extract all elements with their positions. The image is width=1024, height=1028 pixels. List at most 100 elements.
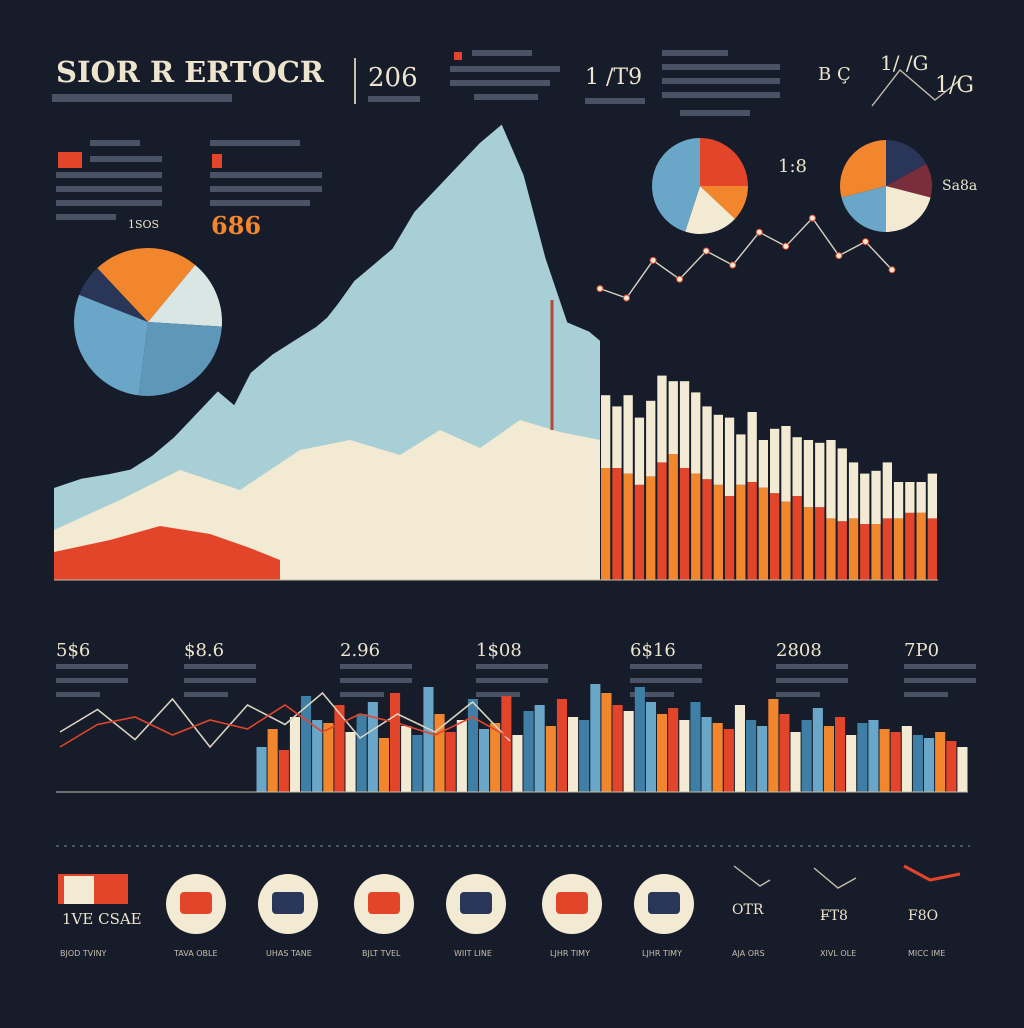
stacked-bar — [871, 524, 881, 580]
big-orange-stat: 686 — [211, 211, 261, 240]
stacked-bar — [927, 518, 937, 580]
lower-bar — [712, 723, 723, 792]
bottom-right-text-3: F8O — [908, 908, 938, 924]
lower-bar — [390, 693, 401, 792]
pie-top-middle-slice — [700, 186, 748, 219]
pie-left-slice — [97, 248, 148, 322]
mid-stats-row: 5$6 $8.6 2.96 1$08 6$16 2808 7P0 — [56, 640, 976, 697]
stacked-bar — [679, 381, 690, 468]
badge-caption: UHAS TANE — [266, 949, 312, 958]
lower-bar — [657, 714, 668, 792]
badge-emblem — [180, 892, 212, 914]
stacked-bar-chart — [601, 375, 937, 580]
lower-bar — [912, 735, 923, 792]
stacked-bar — [848, 462, 859, 519]
left-pie-caption: 1SOS — [128, 218, 159, 231]
stacked-bar — [837, 448, 847, 522]
bottom-right-block-1 — [733, 865, 771, 887]
stacked-bar — [781, 501, 791, 580]
overlay-line-point — [835, 252, 843, 260]
lower-bar — [690, 702, 701, 792]
mid-stat-caption-line — [340, 692, 384, 697]
lower-bar — [579, 720, 590, 792]
lower-bar — [378, 738, 389, 792]
stacked-bar — [871, 470, 881, 524]
mid-stat-caption-line — [56, 692, 100, 697]
mid-stat-caption-line — [340, 664, 412, 669]
lower-bar — [901, 726, 912, 792]
mid-stat-caption-line — [630, 692, 674, 697]
overlay-line-point — [596, 285, 604, 293]
badge-caption: TAVA OBLE — [173, 949, 218, 958]
pie-top-middle — [652, 138, 748, 234]
lower-bar — [734, 705, 745, 792]
lower-bar-chart — [56, 684, 968, 793]
header-stat-1: 206 — [368, 63, 418, 93]
lower-line-path — [59, 704, 511, 748]
lower-bar — [401, 726, 412, 792]
overlay-line-point — [623, 294, 630, 302]
stacked-bar — [657, 375, 667, 463]
mid-stat-caption-line — [476, 692, 520, 697]
stacked-bar — [634, 484, 645, 580]
badge-emblem — [272, 892, 304, 914]
lower-bar — [812, 708, 823, 792]
header-stat-3: B Ç — [818, 64, 851, 85]
lower-bar — [790, 732, 801, 792]
mid-stat-caption-line — [630, 678, 702, 683]
stacked-bar — [623, 395, 633, 474]
stacked-bar — [634, 417, 645, 485]
mid-stat-value: 1$08 — [476, 640, 522, 661]
header-block-3 — [662, 50, 780, 116]
lower-line-chart — [59, 691, 511, 749]
stacked-bar — [668, 381, 678, 454]
mid-stat-value: 6$16 — [630, 640, 676, 661]
overlay-line-point — [755, 228, 763, 236]
stacked-bar — [815, 507, 825, 580]
stacked-bar — [905, 482, 915, 513]
pie-top-right-slice — [886, 163, 932, 198]
stacked-bar — [724, 496, 735, 580]
stacked-bar — [691, 392, 701, 474]
stacked-bar — [893, 518, 904, 580]
mid-stat-caption-line — [904, 678, 976, 683]
stacked-bar — [612, 468, 622, 580]
mid-stat-caption-line — [776, 664, 848, 669]
lower-bar — [289, 717, 300, 792]
overlay-line-point — [862, 238, 869, 246]
bottom-right-caption-3: MICC IME — [908, 949, 945, 958]
badge-emblem — [368, 892, 400, 914]
bottom-logo-text: 1VE CSAE — [62, 910, 142, 928]
stacked-bar — [646, 476, 656, 580]
right-pie-caption: 1:8 — [778, 156, 807, 177]
page-title: SIOR R ERTOCR — [56, 55, 325, 89]
lower-bar — [779, 714, 790, 792]
lower-bar — [935, 732, 946, 792]
badge-emblem — [648, 892, 680, 914]
overlay-line-point — [808, 214, 816, 222]
mid-stat-caption-line — [776, 678, 848, 683]
badge-caption: BJLT TVEL — [362, 949, 401, 958]
lower-bar — [256, 747, 267, 792]
overlay-line-point — [729, 261, 737, 269]
pie-top-right — [840, 140, 932, 232]
lower-bar — [879, 729, 890, 792]
lower-bar — [467, 699, 478, 792]
left-info-block — [56, 140, 162, 220]
stacked-bar — [815, 442, 825, 508]
header-stat-1-caption — [368, 96, 420, 102]
lower-bar — [445, 732, 456, 792]
pie-left-slice — [148, 248, 196, 322]
mid-stat-caption-line — [476, 664, 548, 669]
stacked-bar — [882, 462, 892, 519]
lower-bar — [946, 741, 957, 792]
lower-bar — [601, 693, 612, 792]
lower-bar — [568, 717, 579, 792]
lower-bar — [801, 720, 812, 792]
stacked-bar — [601, 468, 611, 580]
pie-top-middle-slice — [652, 138, 700, 232]
stacked-bar — [612, 406, 622, 468]
lower-bar — [868, 720, 879, 792]
stacked-bar — [758, 440, 768, 488]
